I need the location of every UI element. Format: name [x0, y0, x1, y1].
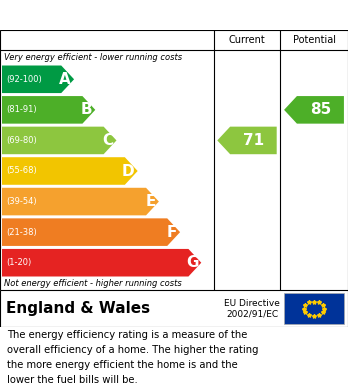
Polygon shape [2, 157, 138, 185]
Text: F: F [167, 225, 177, 240]
Text: C: C [102, 133, 113, 148]
Text: A: A [59, 72, 71, 87]
Polygon shape [2, 96, 95, 124]
Text: (81-91): (81-91) [6, 105, 37, 114]
Bar [284, 293, 344, 324]
Text: Not energy efficient - higher running costs: Not energy efficient - higher running co… [4, 280, 182, 289]
Polygon shape [217, 127, 277, 154]
Text: 85: 85 [310, 102, 331, 117]
Text: (21-38): (21-38) [6, 228, 37, 237]
Text: (92-100): (92-100) [6, 75, 42, 84]
Text: G: G [186, 255, 198, 270]
Text: England & Wales: England & Wales [6, 301, 150, 316]
Polygon shape [2, 66, 74, 93]
Text: The energy efficiency rating is a measure of the
overall efficiency of a home. T: The energy efficiency rating is a measur… [7, 330, 259, 385]
Text: E: E [145, 194, 156, 209]
Text: Very energy efficient - lower running costs: Very energy efficient - lower running co… [4, 52, 182, 61]
Polygon shape [2, 127, 117, 154]
Text: Energy Efficiency Rating: Energy Efficiency Rating [10, 7, 220, 23]
Text: D: D [122, 163, 135, 179]
Polygon shape [2, 218, 180, 246]
Text: Current: Current [229, 35, 266, 45]
Text: B: B [81, 102, 92, 117]
Polygon shape [2, 249, 201, 276]
Text: (55-68): (55-68) [6, 167, 37, 176]
Text: 71: 71 [243, 133, 264, 148]
Polygon shape [284, 96, 344, 124]
Text: (1-20): (1-20) [6, 258, 31, 267]
Text: EU Directive
2002/91/EC: EU Directive 2002/91/EC [224, 299, 280, 318]
Text: Potential: Potential [293, 35, 335, 45]
Polygon shape [2, 188, 159, 215]
Text: (39-54): (39-54) [6, 197, 37, 206]
Text: (69-80): (69-80) [6, 136, 37, 145]
